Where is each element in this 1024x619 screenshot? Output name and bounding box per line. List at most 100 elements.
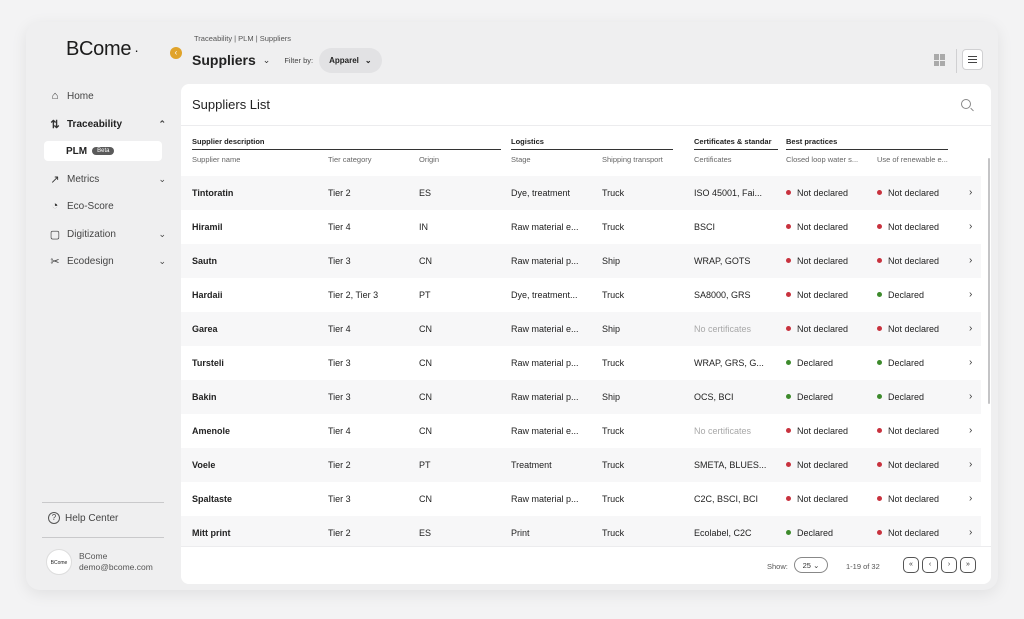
column-header-origin[interactable]: Origin xyxy=(419,155,440,164)
app-logo[interactable]: BCome · xyxy=(66,38,139,60)
cell-certificates: SA8000, GRS xyxy=(694,290,751,300)
cell-tier: Tier 3 xyxy=(328,494,351,504)
table-row[interactable]: Hardaii Tier 2, Tier 3 PT Dye, treatment...… xyxy=(181,278,981,312)
last-page-button[interactable]: » xyxy=(960,557,976,573)
suppliers-table: Tintoratin Tier 2 ES Dye, treatment Truck ISO… xyxy=(181,176,981,550)
status-text: Not declared xyxy=(797,290,849,300)
cell-renewable-energy: Not declared xyxy=(877,516,965,550)
page-size-label: Show: xyxy=(767,562,788,571)
cell-supplier-name: Hardaii xyxy=(192,290,223,300)
column-header-renewable-energy[interactable]: Use of renewable e... xyxy=(877,155,948,164)
column-header-supplier-name[interactable]: Supplier name xyxy=(192,155,241,164)
sidebar-item-plm[interactable]: PLM Beta xyxy=(44,141,162,161)
suppliers-list-card: Suppliers List Supplier description Logi… xyxy=(181,84,991,584)
table-row[interactable]: Sautn Tier 3 CN Raw material p... Ship WRAP, … xyxy=(181,244,981,278)
column-header-transport[interactable]: Shipping transport xyxy=(602,155,663,164)
cell-transport: Ship xyxy=(602,256,621,266)
sidebar-item-ecodesign[interactable]: ✂ Ecodesign ⌄ xyxy=(48,250,166,272)
sidebar-item-label: Metrics xyxy=(67,173,100,185)
sidebar-item-metrics[interactable]: ↗ Metrics ⌄ xyxy=(48,168,166,190)
chevron-down-icon[interactable]: ⌄ xyxy=(262,54,271,65)
table-row[interactable]: Amenole Tier 4 CN Raw material e... Truck No … xyxy=(181,414,981,448)
cell-transport: Truck xyxy=(602,494,625,504)
status-dot xyxy=(877,394,882,400)
chevron-right-icon[interactable]: › xyxy=(969,493,973,504)
status-text: Not declared xyxy=(797,324,849,334)
list-view-button[interactable] xyxy=(962,49,983,70)
table-row[interactable]: Tintoratin Tier 2 ES Dye, treatment Truck ISO… xyxy=(181,176,981,210)
chevron-right-icon[interactable]: › xyxy=(969,323,973,334)
sidebar-item-label: Home xyxy=(67,90,94,102)
page-size-select[interactable]: 25 ⌄ xyxy=(794,557,828,573)
first-page-button[interactable]: « xyxy=(903,557,919,573)
scrollbar[interactable] xyxy=(988,158,990,404)
breadcrumb: Traceability | PLM | Suppliers xyxy=(194,34,291,43)
user-profile[interactable]: BCome BCome demo@bcome.com xyxy=(46,549,153,575)
collapse-sidebar-button[interactable]: ‹ xyxy=(170,47,182,59)
status-dot xyxy=(786,462,791,468)
chevron-right-icon[interactable]: › xyxy=(969,255,973,266)
chevron-right-icon[interactable]: › xyxy=(969,527,973,538)
grid-view-icon[interactable] xyxy=(934,54,946,66)
beta-badge: Beta xyxy=(92,147,115,155)
next-page-button[interactable]: › xyxy=(941,557,957,573)
cell-closed-loop-water: Not declared xyxy=(786,278,872,312)
cell-renewable-energy: Not declared xyxy=(877,210,965,244)
cell-certificates: OCS, BCI xyxy=(694,392,734,402)
help-center-link[interactable]: ? Help Center xyxy=(48,512,118,524)
cell-renewable-energy: Not declared xyxy=(877,176,965,210)
cell-supplier-name: Bakin xyxy=(192,392,217,402)
cell-supplier-name: Hiramil xyxy=(192,222,223,232)
cell-tier: Tier 2, Tier 3 xyxy=(328,290,379,300)
table-row[interactable]: Spaltaste Tier 3 CN Raw material p... Truck C… xyxy=(181,482,981,516)
chevron-down-icon: ⌄ xyxy=(158,255,166,266)
status-text: Not declared xyxy=(797,426,849,436)
cell-stage: Treatment xyxy=(511,460,552,470)
cell-closed-loop-water: Declared xyxy=(786,380,872,414)
table-row[interactable]: Tursteli Tier 3 CN Raw material p... Truck WR… xyxy=(181,346,981,380)
page-title[interactable]: Suppliers xyxy=(192,52,256,68)
cell-origin: PT xyxy=(419,460,431,470)
cell-supplier-name: Amenole xyxy=(192,426,231,436)
help-center-label: Help Center xyxy=(65,512,119,524)
chevron-right-icon[interactable]: › xyxy=(969,357,973,368)
avatar: BCome xyxy=(46,549,72,575)
sidebar-item-eco-score[interactable]: ◔ Eco-Score xyxy=(48,195,166,217)
table-row[interactable]: Hiramil Tier 4 IN Raw material e... Truck BSC… xyxy=(181,210,981,244)
table-row[interactable]: Voele Tier 2 PT Treatment Truck SMETA, BLUES.… xyxy=(181,448,981,482)
group-header-logistics: Logistics xyxy=(511,137,673,150)
sidebar-item-digitization[interactable]: ▢ Digitization ⌄ xyxy=(48,223,166,245)
cell-closed-loop-water: Not declared xyxy=(786,448,872,482)
cell-stage: Raw material p... xyxy=(511,358,579,368)
cell-stage: Dye, treatment... xyxy=(511,290,578,300)
gauge-icon: ◔ xyxy=(51,200,59,212)
column-header-tier[interactable]: Tier category xyxy=(328,155,372,164)
chevron-right-icon[interactable]: › xyxy=(969,187,973,198)
table-row[interactable]: Mitt print Tier 2 ES Print Truck Ecolabel, C2… xyxy=(181,516,981,550)
cell-stage: Raw material p... xyxy=(511,392,579,402)
filter-dropdown[interactable]: Apparel ⌄ xyxy=(319,47,382,73)
cell-origin: CN xyxy=(419,494,432,504)
chevron-right-icon[interactable]: › xyxy=(969,425,973,436)
sidebar-item-traceability[interactable]: ⇅ Traceability ⌃ xyxy=(48,113,166,135)
column-header-certificates[interactable]: Certificates xyxy=(694,155,732,164)
cell-supplier-name: Garea xyxy=(192,324,218,334)
cell-certificates: WRAP, GOTS xyxy=(694,256,751,266)
chevron-right-icon[interactable]: › xyxy=(969,289,973,300)
cell-renewable-energy: Not declared xyxy=(877,482,965,516)
table-row[interactable]: Garea Tier 4 CN Raw material e... Ship No cer… xyxy=(181,312,981,346)
cell-renewable-energy: Not declared xyxy=(877,312,965,346)
column-header-stage[interactable]: Stage xyxy=(511,155,531,164)
table-row[interactable]: Bakin Tier 3 CN Raw material p... Ship OCS, B… xyxy=(181,380,981,414)
chevron-right-icon[interactable]: › xyxy=(969,391,973,402)
sidebar-item-home[interactable]: ⌂ Home xyxy=(48,85,166,107)
chevron-right-icon[interactable]: › xyxy=(969,459,973,470)
prev-page-button[interactable]: ‹ xyxy=(922,557,938,573)
status-dot xyxy=(877,326,882,332)
chevron-down-icon: ⌄ xyxy=(158,173,166,184)
chevron-right-icon[interactable]: › xyxy=(969,221,973,232)
search-icon[interactable] xyxy=(961,99,971,109)
status-text: Not declared xyxy=(888,528,940,538)
column-header-closed-loop-water[interactable]: Closed loop water s... xyxy=(786,155,859,164)
pager: « ‹ › » xyxy=(903,557,976,573)
